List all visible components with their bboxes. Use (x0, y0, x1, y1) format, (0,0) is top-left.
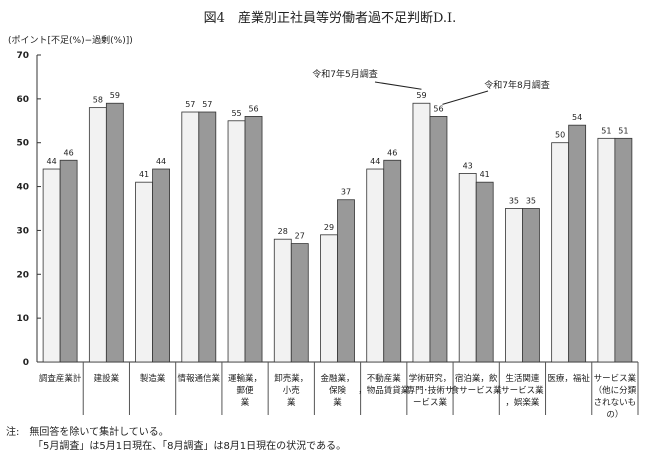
category-label: 食サービス業 (451, 385, 503, 396)
bar-may (551, 142, 570, 363)
data-label: 51 (618, 126, 628, 135)
bar-aug (568, 124, 587, 363)
y-tick-label: 60 (16, 95, 29, 105)
data-label: 55 (231, 109, 241, 118)
note-line-1: 注: 無回答を除いて集計している。 (6, 427, 169, 438)
category-label: 金融業， (320, 373, 354, 384)
category-label: （他に分類 (594, 385, 637, 396)
bar-aug (383, 159, 402, 363)
y-tick-label: 70 (16, 51, 29, 61)
y-tick-label: 50 (16, 139, 29, 149)
bar-may (505, 208, 523, 363)
data-label: 56 (248, 104, 258, 113)
data-label: 41 (139, 170, 149, 179)
data-label: 51 (601, 126, 611, 135)
bar-aug (337, 199, 355, 363)
annotation-arrow (442, 90, 489, 105)
category-label: 調査産業計 (39, 373, 82, 384)
data-label: 57 (202, 100, 212, 109)
bar-aug (614, 137, 633, 363)
bar-aug (198, 111, 217, 363)
bar-may (320, 234, 338, 363)
data-label: 28 (278, 227, 288, 236)
category-label: 郵便 (237, 385, 255, 396)
bar-may (366, 168, 385, 363)
data-label: 43 (463, 161, 473, 170)
category-label: ，物品賃貸業 (358, 385, 410, 396)
category-label: 医療，福祉 (547, 373, 590, 384)
data-label: 59 (416, 91, 426, 100)
bar-may (181, 111, 200, 363)
category-label: 小売 (283, 385, 301, 396)
y-tick-label: 30 (16, 226, 29, 236)
bar-may (597, 137, 616, 363)
data-label: 50 (555, 131, 565, 140)
y-tick-label: 20 (16, 270, 29, 280)
category-label: 製造業 (140, 373, 166, 384)
category-label: されないも (594, 398, 637, 408)
data-label: 54 (572, 113, 582, 122)
data-label: 59 (110, 91, 120, 100)
data-label: 35 (526, 197, 536, 206)
category-label: 建設業 (94, 373, 120, 384)
bar-may (42, 168, 61, 363)
category-label: 不動産業 (367, 373, 402, 384)
bar-aug (105, 102, 124, 363)
chart-title: 図4 産業別正社員等労働者過不足判断D.I. (204, 10, 457, 26)
category-label: 業 (333, 397, 342, 408)
category-label: 生活関連 (505, 373, 540, 384)
category-label: の） (606, 409, 623, 420)
annotation-may: 令和7年5月調査 (312, 68, 377, 80)
category-label: 学術研究， (409, 373, 452, 384)
note-line-2: 「5月調査」は5月1日現在、「8月調査」は8月1日現在の状況である。 (33, 441, 347, 452)
data-label: 41 (480, 170, 490, 179)
category-label: 卸売業， (274, 373, 308, 384)
bar-aug (522, 208, 540, 363)
y-tick-label: 40 (16, 183, 29, 193)
category-label: 保険 (329, 385, 347, 396)
category-label: ービス業 (413, 397, 448, 408)
category-label: サービス業 (501, 385, 544, 396)
bar-may (135, 181, 153, 363)
data-label: 44 (370, 157, 380, 166)
bar-may (227, 120, 246, 363)
data-label: 35 (509, 197, 519, 206)
category-label: 運輸業， (228, 373, 262, 384)
y-tick-label: 10 (16, 314, 29, 324)
data-label: 58 (93, 96, 103, 105)
category-label: 業 (287, 397, 296, 408)
bar-aug (429, 116, 448, 363)
bar-aug (290, 243, 309, 363)
data-label: 46 (64, 148, 74, 157)
data-label: 56 (433, 104, 443, 113)
data-label: 44 (47, 157, 57, 166)
data-label: 46 (387, 148, 397, 157)
bar-aug (152, 168, 170, 363)
annotation-arrow (374, 81, 422, 90)
category-label: 業 (241, 397, 250, 408)
data-label: 37 (341, 188, 351, 197)
bar-may (458, 173, 477, 363)
y-tick-label: 0 (23, 358, 29, 368)
bar-aug (59, 159, 78, 363)
bar-aug (244, 116, 263, 363)
data-label: 44 (156, 157, 166, 166)
bar-may (412, 102, 431, 363)
bar-may (273, 238, 292, 363)
category-label: 宿泊業，飲 (455, 373, 498, 384)
category-label: 情報通信業 (178, 373, 221, 384)
category-label: ，娯楽業 (505, 397, 540, 408)
data-label: 29 (324, 223, 334, 232)
data-label: 27 (295, 232, 305, 241)
category-label: サービス業 (594, 373, 637, 384)
data-label: 57 (185, 100, 195, 109)
bar-aug (475, 181, 494, 363)
y-axis-label: (ポイント[不足(%)−過剰(%)]) (8, 34, 133, 46)
bar-may (88, 107, 107, 363)
category-label: 専門･技術サ (407, 385, 454, 396)
annotation-aug: 令和7年8月調査 (484, 79, 549, 91)
